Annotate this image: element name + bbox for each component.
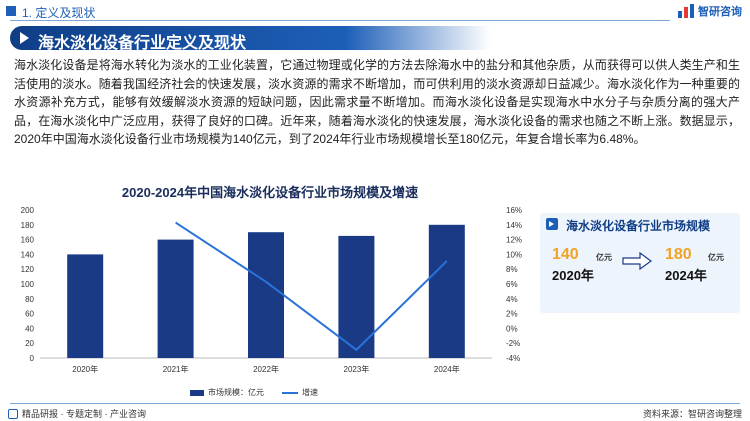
y-left-tick-label: 160 bbox=[21, 236, 35, 245]
kpi-start-value: 140 bbox=[552, 246, 579, 263]
bar bbox=[67, 254, 104, 358]
y-left-tick-label: 120 bbox=[21, 265, 35, 274]
y-left-tick-label: 40 bbox=[25, 324, 34, 333]
footer-tags-text: 精品研报 · 专题定制 · 产业咨询 bbox=[22, 409, 146, 419]
intro-paragraph: 海水淡化设备是将海水转化为淡水的工业化装置，它通过物理或化学的方法去除海水中的盐… bbox=[14, 58, 740, 146]
x-tick-label: 2020年 bbox=[72, 364, 98, 374]
growth-line bbox=[175, 221, 448, 352]
y-left-tick-label: 20 bbox=[25, 339, 34, 348]
bar bbox=[428, 224, 465, 358]
y-left-tick-label: 100 bbox=[21, 280, 35, 289]
kpi-start-unit: 亿元 bbox=[596, 253, 612, 262]
legend-swatch-line bbox=[282, 391, 298, 394]
x-tick-label: 2024年 bbox=[434, 364, 460, 374]
y-right-tick-label: 0% bbox=[506, 324, 518, 333]
section-label: 1. 定义及现状 bbox=[22, 6, 96, 20]
kpi-start-year: 2020年 bbox=[552, 268, 594, 283]
y-right-tick-label: 6% bbox=[506, 280, 518, 289]
cube-icon bbox=[8, 408, 18, 419]
growth-arrow-icon bbox=[622, 252, 652, 270]
top-bar: 1. 定义及现状 智研咨询 bbox=[0, 0, 750, 22]
y-left-tick-label: 200 bbox=[21, 206, 35, 215]
chart-legend: 市场规模：亿元 增速 bbox=[190, 387, 318, 398]
kpi-end-value: 180 bbox=[665, 246, 692, 263]
play-icon bbox=[546, 218, 558, 230]
footer-tags: 精品研报 · 专题定制 · 产业咨询 bbox=[8, 407, 146, 420]
chart-title: 2020-2024年中国海水淡化设备行业市场规模及增速 bbox=[121, 185, 419, 200]
kpi-panel-header: 海水淡化设备行业市场规模 bbox=[540, 213, 740, 235]
x-tick-label: 2023年 bbox=[344, 364, 370, 374]
kpi-end-unit: 亿元 bbox=[708, 253, 724, 262]
title-banner: 海水淡化设备行业定义及现状 bbox=[10, 26, 490, 52]
y-right-tick-label: 2% bbox=[506, 310, 518, 319]
footer: 精品研报 · 专题定制 · 产业咨询 资料来源：智研咨询整理 bbox=[0, 400, 750, 421]
y-right-tick-label: 8% bbox=[506, 265, 518, 274]
logo-text: 智研咨询 bbox=[698, 6, 742, 18]
legend-item-line: 增速 bbox=[282, 387, 318, 398]
y-left-tick-label: 60 bbox=[25, 310, 34, 319]
page-title: 海水淡化设备行业定义及现状 bbox=[38, 35, 247, 52]
y-left-tick-label: 140 bbox=[21, 250, 35, 259]
x-tick-label: 2021年 bbox=[163, 364, 189, 374]
y-left-tick-label: 180 bbox=[21, 221, 35, 230]
bar bbox=[157, 239, 194, 358]
y-left-tick-label: 80 bbox=[25, 295, 34, 304]
play-arrow-icon bbox=[20, 32, 29, 44]
y-right-tick-label: 4% bbox=[506, 295, 518, 304]
source-note: 资料来源：智研咨询整理 bbox=[642, 409, 742, 419]
y-right-tick-label: 12% bbox=[506, 236, 522, 245]
x-tick-label: 2022年 bbox=[253, 364, 279, 374]
y-right-tick-label: 10% bbox=[506, 250, 522, 259]
brand-logo: 智研咨询 bbox=[678, 3, 742, 19]
kpi-panel-title: 海水淡化设备行业市场规模 bbox=[566, 219, 711, 233]
y-right-tick-label: 16% bbox=[506, 206, 522, 215]
header-divider bbox=[10, 20, 670, 21]
logo-bars-icon bbox=[678, 4, 694, 18]
y-right-tick-label: -4% bbox=[506, 354, 520, 363]
y-right-tick-label: 14% bbox=[506, 221, 522, 230]
section-marker-icon bbox=[6, 6, 16, 16]
y-left-tick-label: 0 bbox=[30, 354, 35, 363]
combo-chart: 0 20 40 60 80 100 120 140 160 180 200 -4% -2% 0% 2% 4% 6… bbox=[21, 206, 522, 374]
y-right-tick-label: -2% bbox=[506, 339, 520, 348]
legend-item-bar: 市场规模：亿元 bbox=[190, 387, 264, 398]
footer-divider bbox=[10, 403, 740, 404]
legend-label-line: 增速 bbox=[302, 388, 318, 397]
bar bbox=[248, 232, 284, 358]
kpi-end-year: 2024年 bbox=[665, 268, 707, 283]
legend-label-bar: 市场规模：亿元 bbox=[208, 388, 264, 397]
legend-swatch-bar bbox=[190, 389, 204, 396]
